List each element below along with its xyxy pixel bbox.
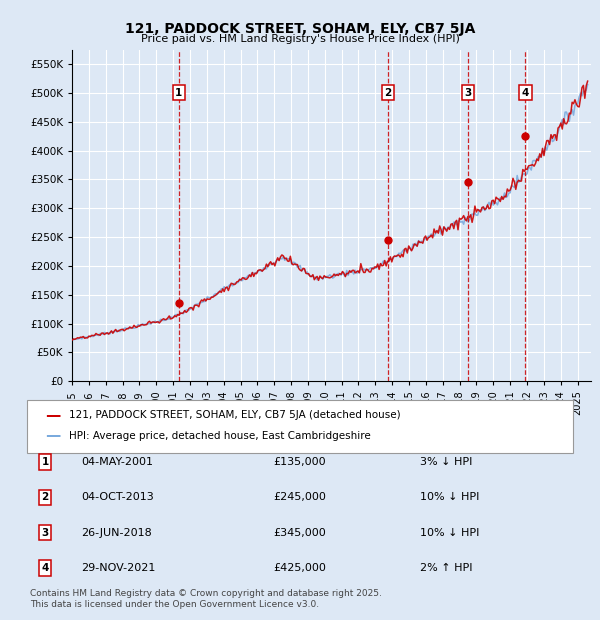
Text: 121, PADDOCK STREET, SOHAM, ELY, CB7 5JA: 121, PADDOCK STREET, SOHAM, ELY, CB7 5JA [125, 22, 475, 36]
Text: 1: 1 [175, 88, 182, 98]
Text: Contains HM Land Registry data © Crown copyright and database right 2025.
This d: Contains HM Land Registry data © Crown c… [30, 590, 382, 609]
Text: 121, PADDOCK STREET, SOHAM, ELY, CB7 5JA (detached house): 121, PADDOCK STREET, SOHAM, ELY, CB7 5JA… [69, 410, 401, 420]
Text: Price paid vs. HM Land Registry's House Price Index (HPI): Price paid vs. HM Land Registry's House … [140, 34, 460, 44]
Text: 2: 2 [385, 88, 392, 98]
Text: —: — [45, 408, 61, 423]
Text: £245,000: £245,000 [274, 492, 326, 502]
Text: —: — [45, 428, 61, 443]
Text: 4: 4 [41, 563, 49, 573]
Text: HPI: Average price, detached house, East Cambridgeshire: HPI: Average price, detached house, East… [69, 431, 371, 441]
Text: £425,000: £425,000 [274, 563, 326, 573]
Text: 10% ↓ HPI: 10% ↓ HPI [420, 492, 479, 502]
Text: 3: 3 [41, 528, 49, 538]
Text: 2% ↑ HPI: 2% ↑ HPI [420, 563, 473, 573]
Text: 04-MAY-2001: 04-MAY-2001 [81, 457, 153, 467]
Text: 2: 2 [41, 492, 49, 502]
Text: 04-OCT-2013: 04-OCT-2013 [81, 492, 154, 502]
Text: 3: 3 [464, 88, 472, 98]
Text: £135,000: £135,000 [274, 457, 326, 467]
Text: 26-JUN-2018: 26-JUN-2018 [81, 528, 152, 538]
Text: 4: 4 [522, 88, 529, 98]
Text: 29-NOV-2021: 29-NOV-2021 [81, 563, 155, 573]
Text: 3% ↓ HPI: 3% ↓ HPI [420, 457, 472, 467]
Text: £345,000: £345,000 [274, 528, 326, 538]
Text: 1: 1 [41, 457, 49, 467]
Text: 10% ↓ HPI: 10% ↓ HPI [420, 528, 479, 538]
